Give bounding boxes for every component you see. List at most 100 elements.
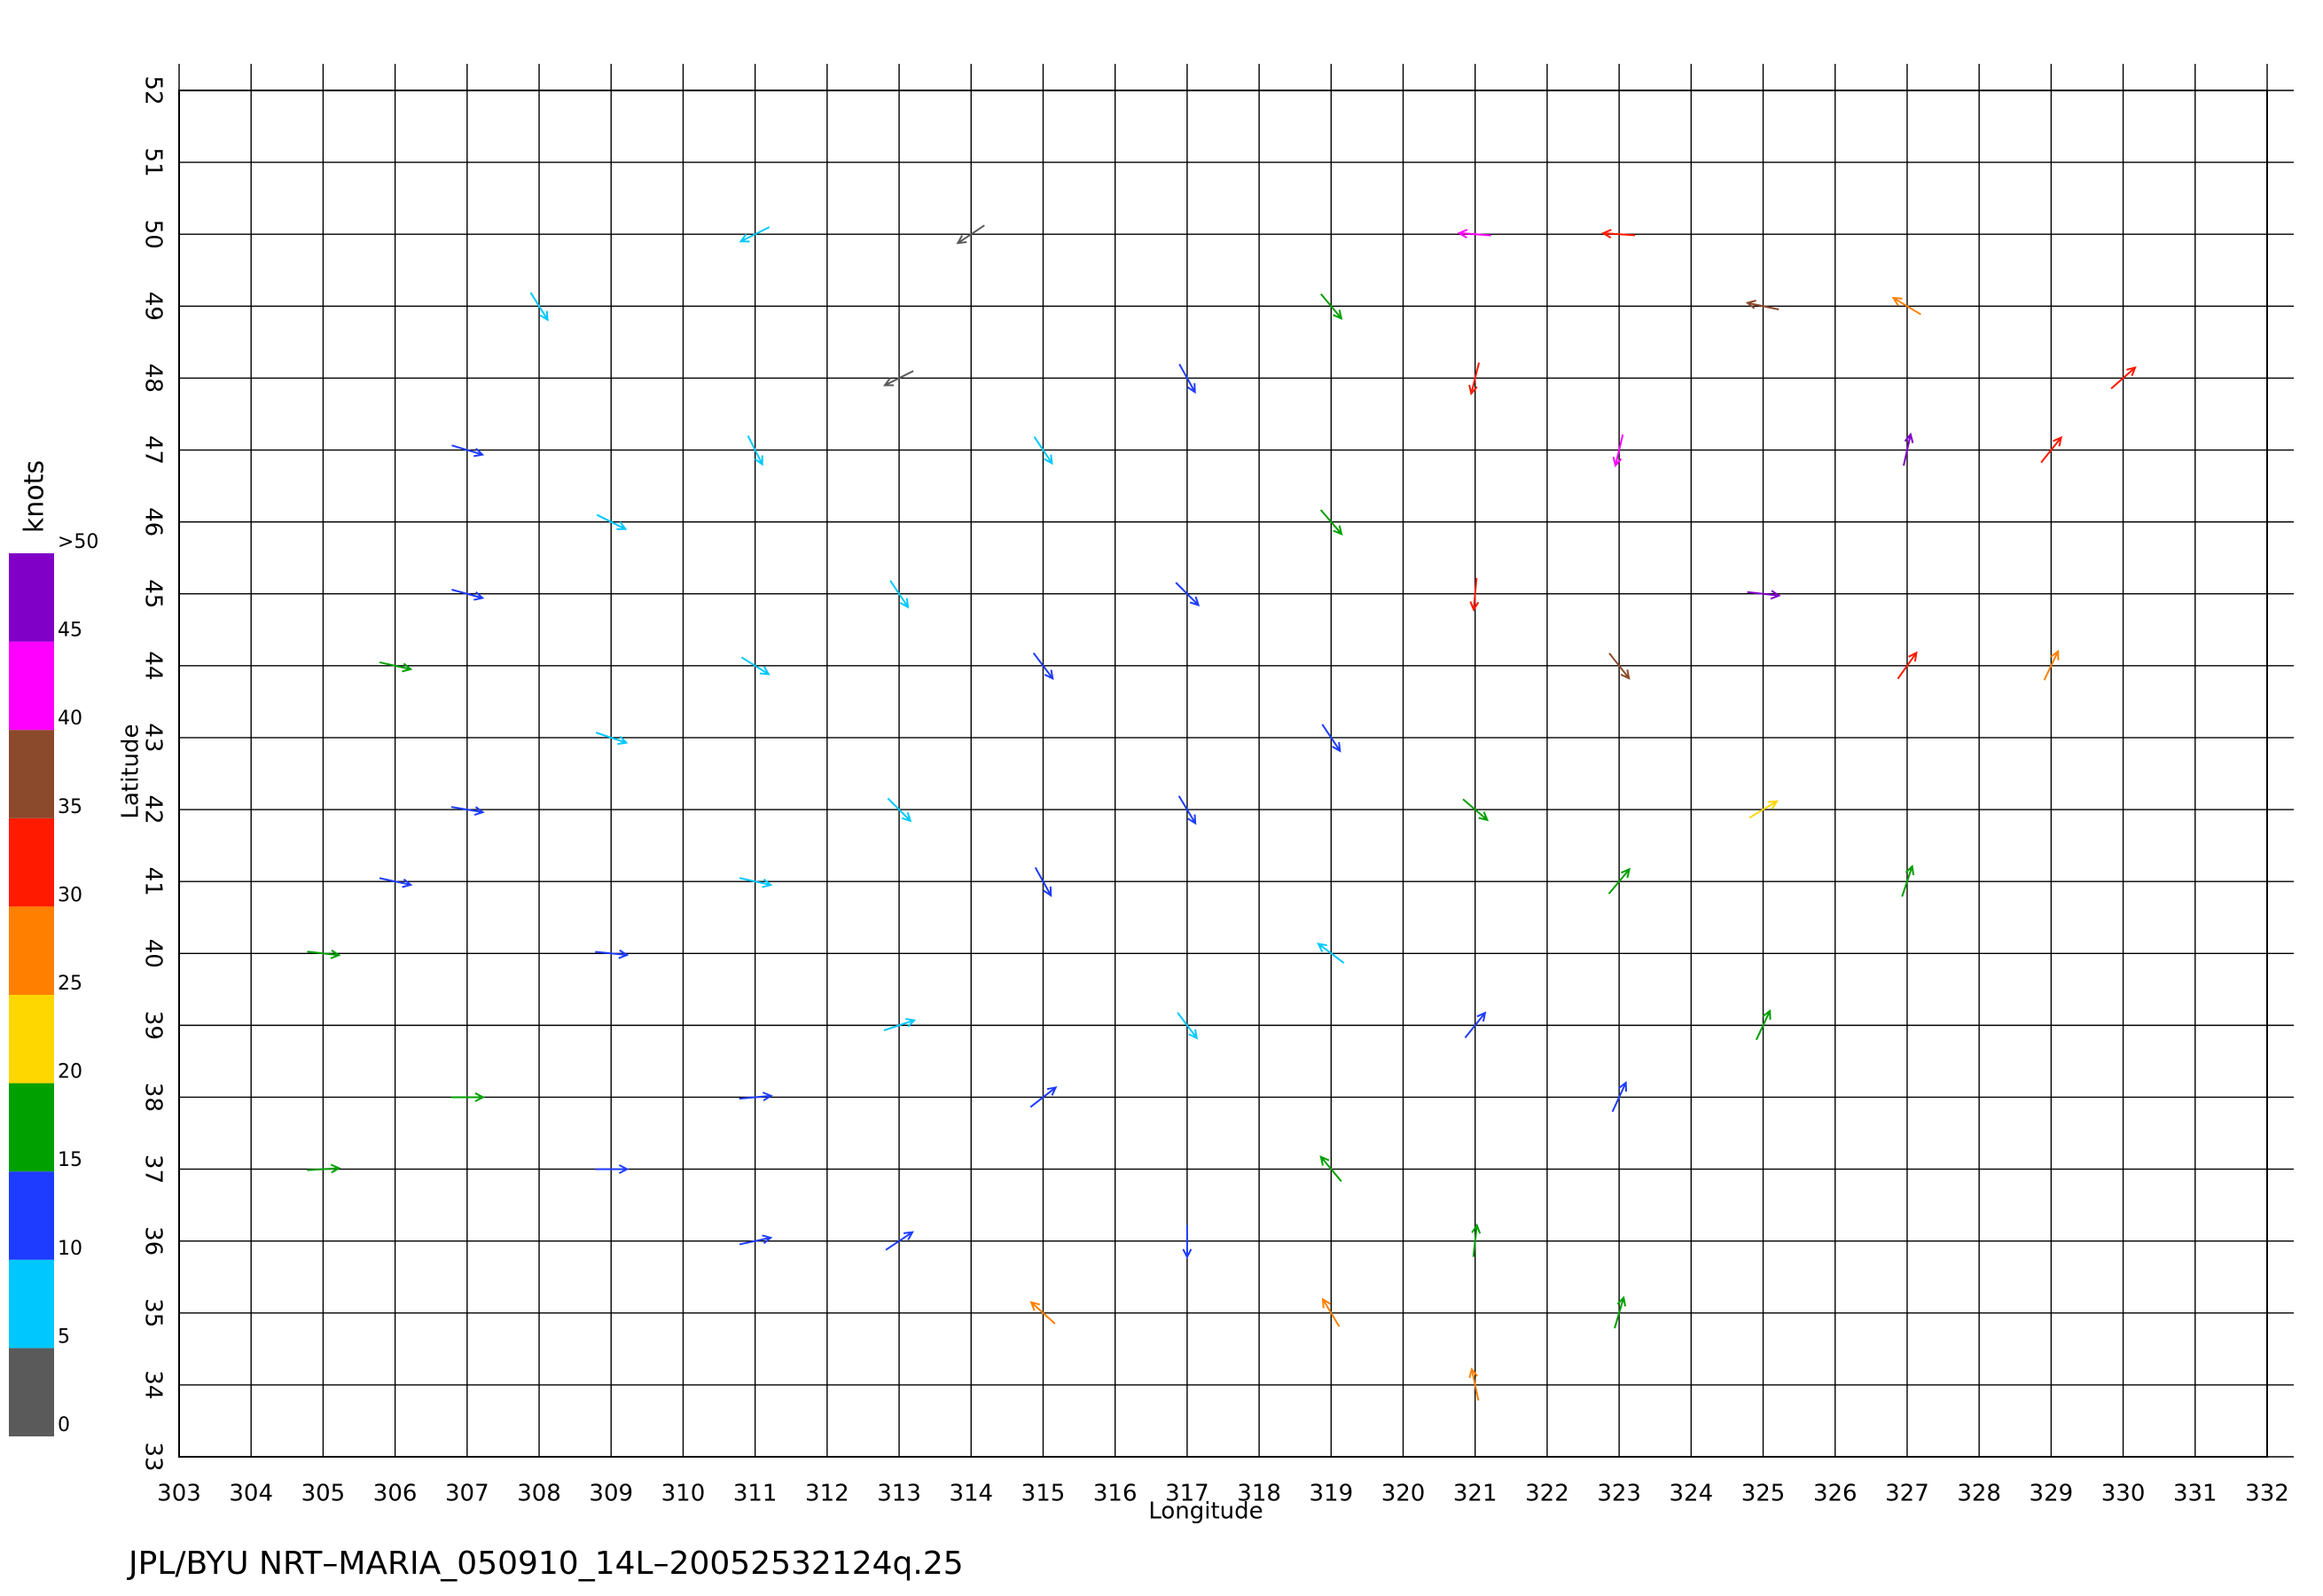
y-tick-label: 40 (140, 939, 167, 968)
wind-vector (1457, 229, 1491, 239)
wind-vector (529, 292, 549, 322)
wind-vector (2110, 366, 2137, 390)
wind-vector (1321, 1297, 1341, 1327)
y-tick-label: 36 (140, 1226, 167, 1256)
wind-vector (1029, 1301, 1056, 1325)
colorbar-tick-label: 10 (58, 1238, 82, 1260)
x-tick-label: 312 (805, 1481, 849, 1507)
wind-vector (596, 513, 628, 530)
x-tick-label: 303 (157, 1481, 201, 1507)
wind-vector (450, 806, 485, 816)
colorbar-band (9, 553, 54, 642)
wind-vector (595, 949, 630, 959)
wind-vector (1317, 943, 1345, 964)
y-tick-label: 52 (140, 75, 167, 105)
y-axis-label: Latitude (118, 724, 145, 818)
x-tick-label: 323 (1597, 1481, 1641, 1507)
wind-vector (1182, 1224, 1193, 1259)
wind-vector (956, 224, 985, 245)
x-tick-label: 307 (445, 1481, 489, 1507)
x-tick-label: 313 (877, 1481, 921, 1507)
x-tick-label: 306 (373, 1481, 418, 1507)
wind-vector (1600, 229, 1636, 239)
x-tick-label: 316 (1093, 1481, 1138, 1507)
wind-vector (1319, 509, 1343, 536)
wind-vector (882, 370, 914, 387)
x-tick-label: 305 (301, 1481, 346, 1507)
y-tick-label: 37 (140, 1154, 167, 1184)
wind-vector (1177, 795, 1197, 825)
wind-vector (1891, 296, 1921, 316)
y-tick-label: 41 (140, 867, 167, 896)
colorbar-tick-label: 40 (58, 708, 82, 730)
x-tick-label: 331 (2173, 1481, 2217, 1507)
y-tick-label: 46 (140, 507, 167, 536)
wind-vector (1464, 1011, 1487, 1039)
y-tick-label: 44 (140, 651, 167, 680)
wind-vector (1748, 800, 1779, 819)
colorbar-tick-label: 20 (58, 1061, 82, 1084)
colorbar-tick-label: 45 (58, 620, 82, 642)
wind-vector (1178, 364, 1196, 395)
y-tick-label: 42 (140, 795, 167, 825)
wind-vector (451, 444, 485, 458)
x-tick-label: 330 (2101, 1481, 2146, 1507)
wind-vector (739, 226, 770, 243)
wind-vector (1611, 1081, 1628, 1113)
wind-vector (1462, 798, 1490, 822)
colorbar-label: knots (20, 460, 51, 533)
colorbar-band (9, 1348, 54, 1436)
wind-vector (307, 1163, 341, 1174)
wind-vector (1175, 582, 1201, 607)
y-tick-label: 39 (140, 1011, 167, 1040)
x-tick-label: 309 (589, 1481, 633, 1507)
wind-vector (1468, 1367, 1480, 1401)
wind-vector (1469, 577, 1480, 612)
wind-vector (739, 877, 773, 888)
x-tick-label: 315 (1021, 1481, 1066, 1507)
wind-vector (1321, 724, 1341, 753)
wind-vector (1033, 435, 1053, 466)
wind-vector (2043, 649, 2060, 681)
y-tick-label: 38 (140, 1083, 167, 1112)
wind-vector (1320, 293, 1343, 320)
colorbar-band (9, 1083, 54, 1172)
wind-vector (747, 434, 763, 466)
wind-vector (1747, 590, 1781, 600)
colorbar-tick-label: 25 (58, 973, 82, 995)
wind-vector (1177, 1012, 1199, 1040)
footer: JPL/BYU NRT–MARIA_050910_14L–20052532124… (127, 1545, 964, 1582)
wind-vector (1468, 362, 1481, 396)
colorbar-band (9, 1259, 54, 1349)
x-tick-label: 317 (1165, 1481, 1209, 1507)
plot-frame (178, 90, 2268, 1458)
x-tick-label: 321 (1453, 1481, 1498, 1507)
x-tick-label: 319 (1309, 1481, 1353, 1507)
wind-vector (1319, 1155, 1342, 1183)
wind-vector (451, 589, 485, 601)
wind-vector (885, 1231, 914, 1251)
wind-vector (1029, 1086, 1058, 1108)
wind-vector (1608, 653, 1631, 680)
y-tick-label: 35 (140, 1298, 167, 1327)
x-tick-label: 332 (2245, 1481, 2289, 1507)
y-tick-label: 47 (140, 435, 167, 465)
x-tick-label: 304 (229, 1481, 273, 1507)
x-tick-label: 310 (661, 1481, 706, 1507)
wind-vector (1745, 300, 1779, 311)
wind-vector (2040, 435, 2062, 464)
colorbar-tick-label: 5 (58, 1326, 70, 1348)
wind-vector (1614, 1295, 1627, 1329)
x-tick-label: 320 (1381, 1481, 1426, 1507)
y-tick-label: 34 (140, 1370, 167, 1399)
x-tick-label: 308 (517, 1481, 561, 1507)
x-tick-label: 327 (1885, 1481, 1929, 1507)
x-tick-label: 328 (1957, 1481, 2001, 1507)
wind-vector (740, 656, 770, 676)
wind-vector (595, 1164, 630, 1175)
colorbar-band (9, 818, 54, 907)
x-tick-label: 324 (1670, 1481, 1714, 1507)
y-tick-label: 43 (140, 723, 167, 752)
x-tick-label: 314 (949, 1481, 993, 1507)
colorbar-band (9, 906, 54, 995)
